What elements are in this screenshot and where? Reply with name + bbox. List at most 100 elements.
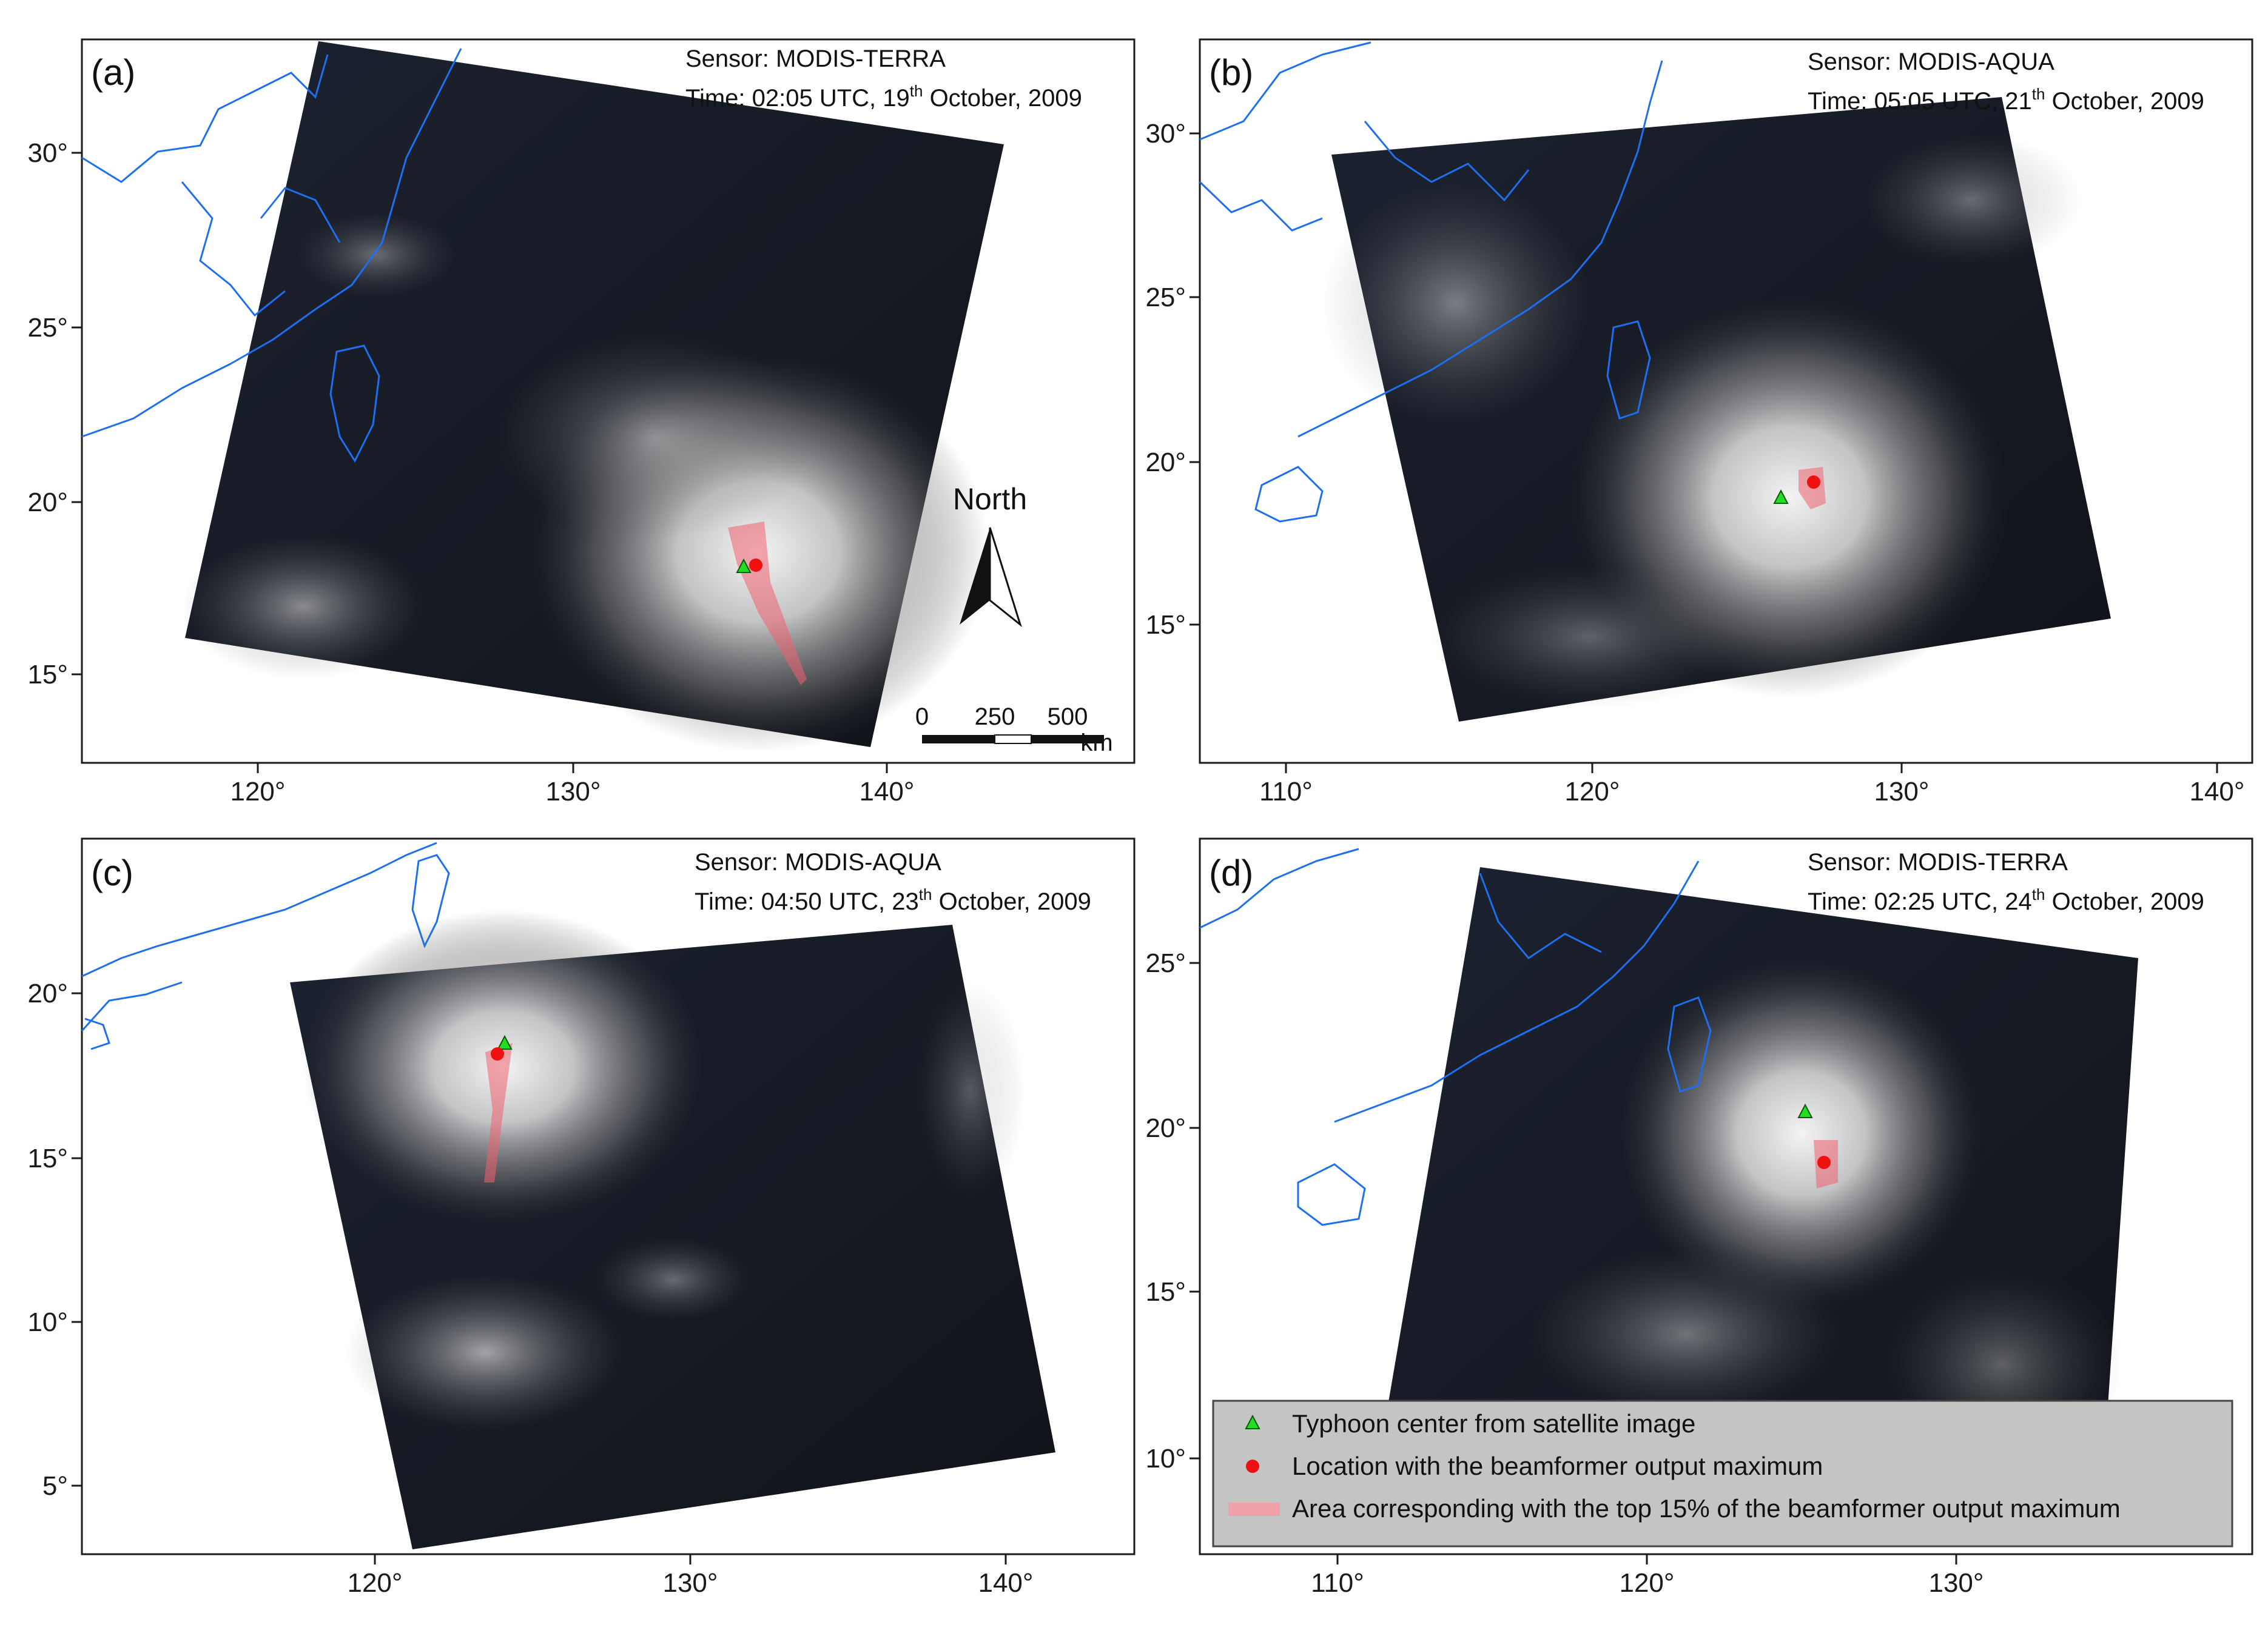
panel-c-x-tick-120: 120° — [347, 1568, 402, 1598]
panel-b-typhoon-center-marker — [1773, 489, 1789, 504]
panel-b-x-ticks: 110° 120° 130° 140° — [1259, 763, 2245, 807]
panel-b-y-ticks: 30° 25° 20° 15° — [1145, 119, 1200, 640]
panel-b-time-prefix: Time: 05:05 UTC, 21 — [1808, 88, 2032, 115]
panel-c-coastlines — [81, 842, 450, 1050]
panel-c: (c) Sensor: MODIS-AQUA Time: 04:50 UTC, … — [27, 837, 1136, 1598]
panel-a-time: Time: 02:05 UTC, 19th October, 2009 — [685, 82, 1082, 112]
panel-d-x-tick-130: 130° — [1928, 1568, 1984, 1598]
legend-item-typhoon-center: Typhoon center from satellite image — [1245, 1409, 1695, 1438]
panel-d-time: Time: 02:25 UTC, 24th October, 2009 — [1808, 885, 2204, 915]
panel-a-time-suffix: October, 2009 — [923, 85, 1082, 112]
legend-band-icon — [1228, 1503, 1280, 1516]
panel-b-x-tick-120: 120° — [1564, 777, 1620, 807]
legend-label-beamformer-area: Area corresponding with the top 15% of t… — [1292, 1494, 2121, 1523]
scale-bar-label-500: 500 — [1048, 703, 1088, 730]
panel-b-beamformer-max-marker — [1807, 475, 1820, 489]
panel-a-satellite-image — [182, 41, 1004, 752]
panel-d-time-prefix: Time: 02:25 UTC, 24 — [1808, 888, 2032, 915]
panel-a-label: (a) — [91, 52, 135, 93]
legend: Typhoon center from satellite image Loca… — [1212, 1400, 2233, 1548]
scale-bar-label-0: 0 — [915, 703, 929, 730]
panel-b-y-tick-30: 30° — [1145, 119, 1186, 149]
panel-d-sensor: Sensor: MODIS-TERRA — [1808, 849, 2068, 876]
panel-c-satellite-image — [290, 910, 1055, 1549]
panel-d-time-suffix: October, 2009 — [2045, 888, 2204, 915]
panel-d-y-tick-10: 10° — [1145, 1444, 1186, 1474]
panel-b-x-tick-130: 130° — [1874, 777, 1929, 807]
legend-circle-icon — [1246, 1460, 1259, 1473]
panel-b-x-tick-110: 110° — [1259, 777, 1313, 807]
panel-d-beamformer-max-marker — [1817, 1156, 1831, 1169]
panel-a-y-tick-30: 30° — [27, 138, 68, 168]
panel-b-x-tick-140: 140° — [2189, 777, 2244, 807]
panel-a-coastlines — [81, 48, 462, 463]
panel-d-typhoon-center-marker — [1797, 1103, 1813, 1118]
panel-d-y-tick-15: 15° — [1145, 1277, 1186, 1307]
panel-d-x-ticks: 110° 120° 130° — [1311, 1554, 1984, 1598]
panel-d-x-tick-110: 110° — [1311, 1568, 1364, 1598]
panel-c-time: Time: 04:50 UTC, 23th October, 2009 — [695, 885, 1091, 915]
panel-a-typhoon-center-marker — [736, 558, 752, 573]
panel-a-time-prefix: Time: 02:05 UTC, 19 — [685, 85, 910, 112]
panel-d-y-ticks: 25° 20° 15° 10° — [1145, 948, 1200, 1474]
panel-c-beamformer-max-marker — [491, 1047, 504, 1061]
panel-a: North 0 250 500 km (a) Sensor: MODIS-TER… — [27, 38, 1136, 807]
panel-b-sensor: Sensor: MODIS-AQUA — [1808, 49, 2054, 75]
panel-c-typhoon-center-marker — [497, 1035, 513, 1050]
panel-c-time-suffix: October, 2009 — [932, 888, 1091, 915]
panel-c-y-ticks: 20° 15° 10° 5° — [27, 979, 82, 1501]
panel-b-coastlines — [1199, 41, 1663, 523]
panel-a-sensor: Sensor: MODIS-TERRA — [685, 45, 946, 72]
legend-label-typhoon-center: Typhoon center from satellite image — [1292, 1409, 1695, 1438]
panel-b-time-suffix: October, 2009 — [2045, 88, 2204, 115]
scale-bar-label-250: 250 — [975, 703, 1015, 730]
panel-a-x-ticks: 120° 130° 140° — [230, 763, 915, 807]
panel-a-y-tick-20: 20° — [27, 488, 68, 517]
scale-bar-unit: km — [1080, 729, 1112, 756]
legend-item-beamformer-area: Area corresponding with the top 15% of t… — [1228, 1494, 2121, 1523]
panel-b-satellite-image — [1322, 97, 2111, 722]
panel-b-y-tick-20: 20° — [1145, 448, 1186, 477]
panel-d: (d) Sensor: MODIS-TERRA Time: 02:25 UTC,… — [1145, 837, 2253, 1598]
legend-label-beamformer-max: Location with the beamformer output maxi… — [1292, 1452, 1823, 1480]
panel-c-time-prefix: Time: 04:50 UTC, 23 — [695, 888, 919, 915]
scale-bar: 0 250 500 km — [915, 703, 1113, 756]
panel-c-label: (c) — [91, 853, 133, 893]
panel-c-y-tick-20: 20° — [27, 979, 68, 1008]
panel-a-beamformer-area — [728, 522, 807, 685]
panel-b-time-sup: th — [2032, 85, 2045, 103]
panel-d-y-tick-25: 25° — [1145, 948, 1186, 978]
panel-b-y-tick-15: 15° — [1145, 610, 1186, 640]
panel-a-y-tick-15: 15° — [27, 660, 68, 689]
panel-b-time: Time: 05:05 UTC, 21th October, 2009 — [1808, 85, 2204, 115]
panel-c-y-tick-5: 5° — [42, 1471, 68, 1501]
panel-a-time-sup: th — [910, 82, 923, 100]
panel-b: (b) Sensor: MODIS-AQUA Time: 05:05 UTC, … — [1145, 38, 2253, 807]
panel-c-x-tick-130: 130° — [662, 1568, 718, 1598]
panel-c-y-tick-15: 15° — [27, 1144, 68, 1173]
north-arrow: North — [953, 482, 1027, 628]
panel-d-coastlines — [1199, 848, 1712, 1226]
legend-item-beamformer-max: Location with the beamformer output maxi… — [1246, 1452, 1823, 1480]
panel-a-x-tick-120: 120° — [230, 777, 285, 807]
legend-box — [1212, 1400, 2233, 1548]
panel-c-sensor: Sensor: MODIS-AQUA — [695, 849, 941, 876]
panel-d-y-tick-20: 20° — [1145, 1113, 1186, 1143]
panel-c-time-sup: th — [919, 885, 932, 904]
panel-a-y-ticks: 30° 25° 20° 15° — [27, 138, 82, 689]
panel-a-beamformer-max-marker — [749, 558, 762, 572]
panel-a-x-tick-140: 140° — [859, 777, 914, 807]
panel-c-beamformer-area — [484, 1043, 513, 1182]
panel-d-label: (d) — [1209, 853, 1253, 893]
panel-a-y-tick-25: 25° — [27, 313, 68, 343]
panel-b-y-tick-25: 25° — [1145, 283, 1186, 312]
north-arrow-label: North — [953, 482, 1027, 516]
panel-c-x-tick-140: 140° — [978, 1568, 1033, 1598]
panel-d-time-sup: th — [2032, 885, 2045, 904]
panel-b-label: (b) — [1209, 52, 1253, 93]
panel-c-y-tick-10: 10° — [27, 1307, 68, 1337]
panel-c-x-ticks: 120° 130° 140° — [347, 1554, 1034, 1598]
panel-d-x-tick-120: 120° — [1619, 1568, 1674, 1598]
legend-triangle-icon — [1245, 1414, 1260, 1429]
